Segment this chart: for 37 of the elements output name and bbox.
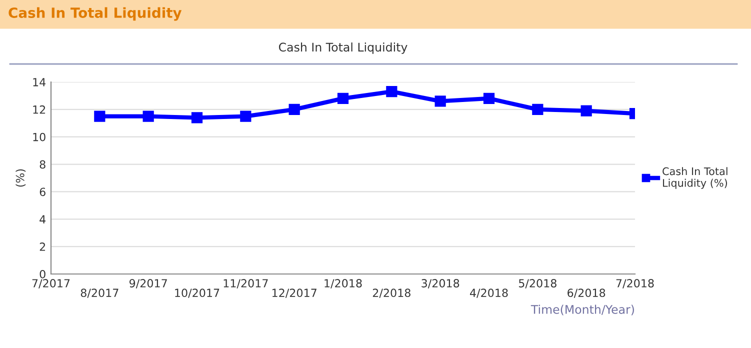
x-tick-label: 8/2017 <box>80 288 118 298</box>
x-tick-label: 2/2018 <box>372 288 410 298</box>
y-tick-label: 8 <box>40 160 46 169</box>
x-tick-label: 7/2017 <box>32 279 70 288</box>
y-tick-label: 10 <box>33 132 46 142</box>
y-tick-label: 6 <box>40 188 46 196</box>
x-tick-label: 5/2018 <box>518 279 556 288</box>
x-axis-title: Time(Month/Year) <box>530 304 634 316</box>
y-tick-label: 4 <box>40 215 46 224</box>
y-axis-title: (%) <box>16 169 26 187</box>
x-tick-label: 11/2017 <box>224 279 268 288</box>
x-tick-label: 7/2018 <box>616 279 654 288</box>
point <box>434 96 446 107</box>
point <box>142 110 154 122</box>
x-tick-label: 4/2018 <box>470 288 508 298</box>
y-tick-label: 14 <box>33 78 46 86</box>
point <box>386 86 398 98</box>
x-tick-label: 12/2017 <box>272 288 316 298</box>
y-tick-label: 0 <box>40 270 46 278</box>
point <box>240 110 252 122</box>
point <box>580 105 592 116</box>
y-tick-label: 12 <box>33 105 46 114</box>
x-tick-label: 10/2017 <box>175 288 220 298</box>
point <box>94 110 106 122</box>
x-tick-label: 9/2017 <box>129 279 167 288</box>
point <box>337 92 349 104</box>
x-tick-label: 6/2018 <box>568 288 606 298</box>
point <box>191 112 203 124</box>
legend-label: Cash In Total Liquidity (%) <box>662 167 728 189</box>
x-tick-label: 1/2018 <box>324 279 362 288</box>
y-tick-label: 2 <box>40 242 46 251</box>
point <box>288 104 300 115</box>
point <box>532 104 544 115</box>
x-tick-label: 3/2018 <box>422 279 460 288</box>
chart-subtitle: Cash In Total Liquidity <box>278 42 408 54</box>
point <box>483 92 495 104</box>
chart-title: Cash In Total Liquidity <box>8 7 182 21</box>
